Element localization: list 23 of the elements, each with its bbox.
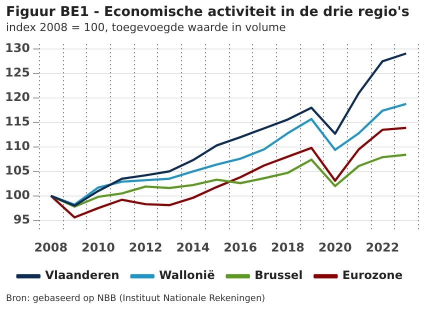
x-tick-label: 2008 [34,240,68,254]
y-tick-label: 100 [4,188,30,202]
x-tick-label: 2022 [366,240,400,254]
chart-title: Figuur BE1 - Economische activiteit in de drie regio's [6,4,410,20]
x-tick-label: 2010 [82,240,115,254]
y-tick-label: 105 [4,164,30,178]
x-tick-label: 2014 [176,240,210,254]
legend-label: Eurozone [342,268,403,282]
y-tick-label: 130 [4,41,30,56]
y-tick-label: 95 [13,212,30,226]
legend-label: Brussel [254,268,303,282]
x-tick-label: 2012 [128,240,162,254]
x-tick-label: 2020 [318,240,352,254]
text: Bron: gebaseerd op NBB (Instituut Nationale Rekeningen) [6,294,266,304]
y-tick-label: 120 [4,90,30,104]
legend-label: Vlaanderen [45,268,120,282]
legend-label: Wallonië [159,268,216,282]
y-tick-label: 115 [4,114,30,129]
y-tick-label: 125 [4,66,30,80]
y-tick-label: 110 [4,139,30,154]
x-tick-label: 2016 [224,240,258,254]
chart-subtitle: index 2008 = 100, toegevoegde waarde in volume [6,21,287,34]
x-tick-label: 2018 [271,240,304,254]
